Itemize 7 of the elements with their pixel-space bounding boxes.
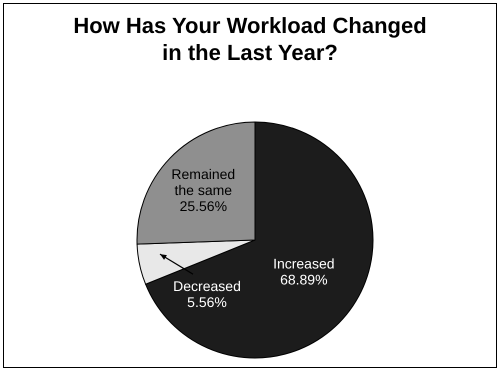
data-label: 5.56% [187, 294, 227, 310]
data-label: 68.89% [280, 271, 328, 288]
slice-label: Remained the same [171, 166, 236, 198]
legend-label: Decreased [173, 278, 241, 294]
data-label: 25.56% [180, 198, 228, 214]
slice-label: Increased [273, 255, 335, 272]
chart-title: How Has Your Workload Changed in the Last Year? [72, 12, 428, 66]
